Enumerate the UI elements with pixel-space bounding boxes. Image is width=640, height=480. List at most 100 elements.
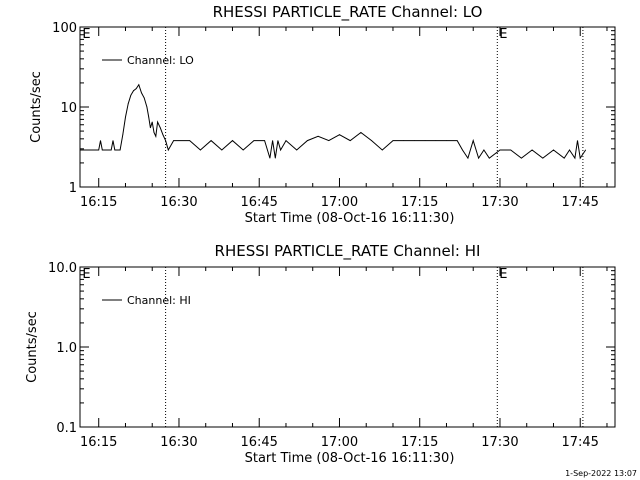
data-point <box>151 121 153 123</box>
data-point <box>162 134 164 136</box>
data-point <box>122 134 124 136</box>
data-point <box>146 106 148 108</box>
data-point <box>135 88 137 89</box>
data-point <box>328 140 330 142</box>
data-point <box>542 157 544 159</box>
x-tick-label: 17:45 <box>561 435 598 450</box>
data-point <box>110 149 112 151</box>
data-point <box>483 149 485 151</box>
data-point <box>232 140 233 142</box>
eclipse-marker: E <box>82 27 90 42</box>
y-tick-label: 10 <box>60 101 77 116</box>
data-point <box>488 157 490 159</box>
data-point <box>456 140 458 142</box>
data-point <box>103 149 105 151</box>
data-point <box>360 132 362 133</box>
legend-label: Channel: LO <box>127 54 194 67</box>
eclipse-marker: E <box>499 267 507 282</box>
chart-title: RHESSI PARTICLE_RATE Channel: HI <box>215 242 481 261</box>
x-tick-label: 16:45 <box>240 195 277 210</box>
data-point <box>143 97 145 99</box>
data-point <box>117 149 118 151</box>
data-point <box>119 149 121 151</box>
series-line <box>80 83 587 160</box>
data-point <box>133 90 134 92</box>
data-point <box>155 135 157 137</box>
y-tick-label: 1 <box>69 181 77 196</box>
data-point <box>153 132 155 133</box>
data-point <box>173 140 175 142</box>
data-point <box>253 140 255 142</box>
data-point <box>189 140 191 142</box>
x-tick-label: 17:30 <box>481 435 518 450</box>
data-point <box>138 84 140 86</box>
data-point <box>141 92 142 94</box>
data-point <box>435 140 437 142</box>
data-point <box>100 140 101 142</box>
data-point <box>165 140 167 142</box>
x-tick-label: 17:15 <box>401 195 438 210</box>
data-point <box>462 149 463 151</box>
data-point <box>127 103 129 105</box>
data-point <box>285 140 287 142</box>
data-point <box>264 140 265 142</box>
panel-hi: RHESSI PARTICLE_RATE Channel: HI Counts/s… <box>25 242 616 466</box>
data-point <box>269 157 271 159</box>
panel-lo: RHESSI PARTICLE_RATE Channel: LO Counts/s… <box>29 3 616 226</box>
eclipse-marker: E <box>82 267 90 282</box>
data-point <box>521 157 522 159</box>
y-tick-label: 0.1 <box>56 421 77 436</box>
y-tick-label: 10.0 <box>48 261 77 276</box>
data-point <box>349 140 351 142</box>
data-point <box>277 140 279 142</box>
y-axis-label: Counts/sec <box>29 71 44 143</box>
data-point <box>109 149 110 151</box>
data-point <box>499 149 501 151</box>
data-point <box>242 149 244 151</box>
x-tick-label: 16:15 <box>80 435 117 450</box>
x-axis-label: Start Time (08-Oct-16 16:11:30) <box>245 211 455 226</box>
x-tick-label: 17:45 <box>561 195 598 210</box>
data-point <box>472 140 474 142</box>
data-point <box>478 157 479 159</box>
data-point <box>467 157 469 159</box>
data-point <box>381 149 383 151</box>
data-point <box>392 140 394 142</box>
data-point <box>125 116 126 118</box>
data-point <box>272 140 273 142</box>
x-tick-label: 16:15 <box>80 195 117 210</box>
plot-frame <box>79 266 616 428</box>
chart-title: RHESSI PARTICLE_RATE Channel: LO <box>213 3 483 22</box>
x-tick-label: 17:15 <box>401 435 438 450</box>
data-point <box>112 140 114 142</box>
data-point <box>585 149 586 151</box>
x-tick-label: 16:30 <box>160 435 197 450</box>
data-point <box>579 157 581 159</box>
legend-label: Channel: HI <box>127 294 191 307</box>
data-point <box>150 127 151 129</box>
x-tick-label: 17:00 <box>321 195 358 210</box>
x-tick-label: 17:00 <box>321 435 358 450</box>
data-point <box>574 157 576 159</box>
data-point <box>210 140 212 142</box>
data-point <box>200 149 201 151</box>
data-point <box>307 140 308 142</box>
y-axis-label: Counts/sec <box>25 311 40 383</box>
data-point <box>148 116 150 118</box>
data-point <box>563 157 565 159</box>
x-tick-label: 16:30 <box>160 195 197 210</box>
data-point <box>424 140 426 142</box>
data-point <box>159 127 161 129</box>
plot-frame <box>79 26 616 188</box>
data-point <box>274 157 276 159</box>
data-point <box>167 149 169 151</box>
y-tick-label: 100 <box>52 21 77 36</box>
x-axis-label: Start Time (08-Oct-16 16:11:30) <box>245 451 455 466</box>
data-point <box>317 135 319 137</box>
data-point <box>569 149 570 151</box>
data-point <box>339 134 340 136</box>
data-point <box>130 94 132 96</box>
x-tick-label: 16:45 <box>240 435 277 450</box>
data-point <box>221 149 223 151</box>
